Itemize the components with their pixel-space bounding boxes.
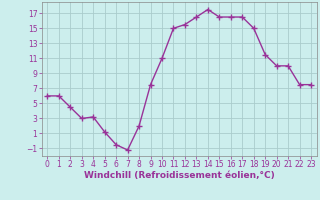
X-axis label: Windchill (Refroidissement éolien,°C): Windchill (Refroidissement éolien,°C) [84,171,275,180]
